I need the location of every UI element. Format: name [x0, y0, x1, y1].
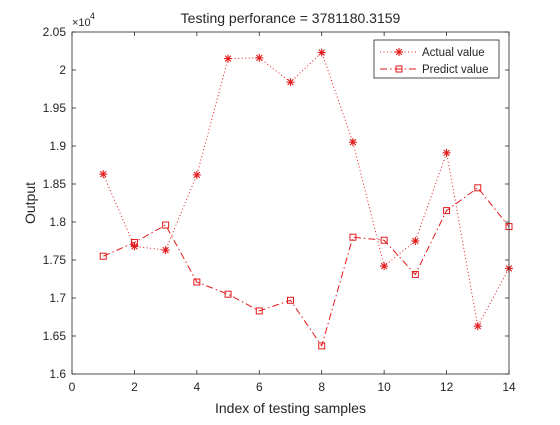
x-axis-label: Index of testing samples: [215, 400, 366, 416]
data-point: [287, 78, 295, 86]
data-point: [224, 55, 232, 63]
data-point: [411, 237, 419, 245]
y-tick-label: 2.05: [43, 25, 67, 39]
y-axis-label: Output: [22, 182, 38, 224]
x-tick-label: 2: [131, 380, 138, 394]
x-tick-label: 4: [194, 380, 201, 394]
data-point: [380, 262, 388, 270]
y-tick-label: 1.8: [49, 215, 66, 229]
data-point: [99, 170, 107, 178]
y-tick-label: 1.75: [43, 253, 67, 267]
x-tick-label: 14: [502, 380, 516, 394]
legend-marker-symbol: [395, 48, 403, 56]
y-axis-exponent: ×10 4: [72, 11, 95, 29]
data-point: [318, 49, 326, 57]
y-tick-label: 2: [59, 63, 66, 77]
x-tick-label: 6: [256, 380, 263, 394]
data-point: [474, 322, 482, 330]
y-tick-label: 1.9: [49, 139, 66, 153]
y-tick-label: 1.7: [49, 291, 66, 305]
y-tick-label: 1.6: [49, 367, 66, 381]
data-point: [349, 138, 357, 146]
legend-label-actual: Actual value: [422, 47, 485, 59]
legend: Actual value Predict value: [374, 40, 499, 78]
y-tick-label: 1.95: [43, 101, 67, 115]
data-point: [255, 54, 263, 62]
x-tick-label: 12: [440, 380, 454, 394]
legend-label-predict: Predict value: [422, 64, 488, 76]
y-axis-exponent-power: 4: [90, 11, 95, 21]
data-point: [162, 246, 170, 254]
x-tick-label: 0: [69, 380, 76, 394]
x-tick-label: 10: [377, 380, 391, 394]
y-tick-label: 1.65: [43, 329, 67, 343]
legend-marker-actual: [395, 48, 403, 56]
y-axis-exponent-base: ×10: [72, 17, 91, 29]
chart-title: Testing perforance = 3781180.3159: [181, 10, 401, 26]
x-tick-label: 8: [318, 380, 325, 394]
data-point: [443, 149, 451, 157]
y-tick-label: 1.85: [43, 177, 67, 191]
data-point: [193, 171, 201, 179]
